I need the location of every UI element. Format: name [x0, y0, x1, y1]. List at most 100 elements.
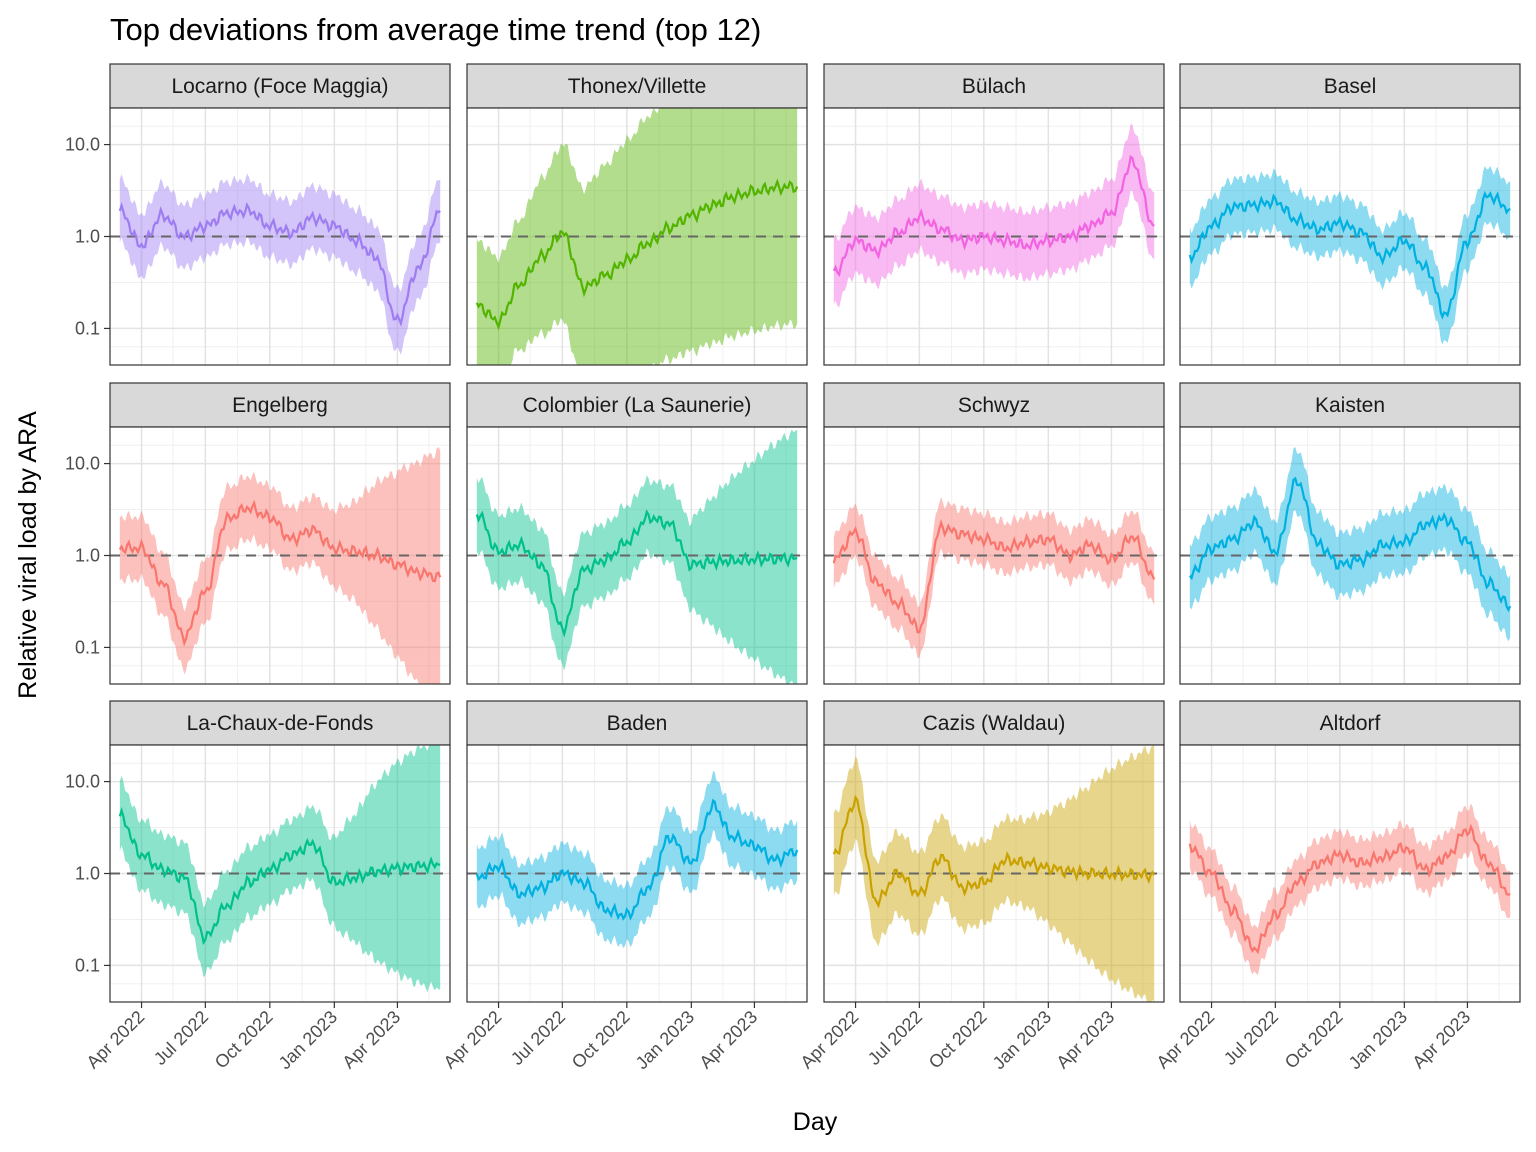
facet-strip-label: Altdorf: [1320, 712, 1381, 735]
facet-strip-label: Baden: [607, 712, 668, 735]
series-line: [832, 154, 1155, 277]
x-tick-label: Oct 2022: [925, 1007, 991, 1073]
facet-panel: Locarno (Foce Maggia): [109, 63, 451, 366]
x-tick-label: Oct 2022: [211, 1007, 277, 1073]
facet-strip: [109, 700, 451, 746]
panel-border: [466, 426, 808, 685]
facet-strip-label: Bülach: [962, 75, 1026, 98]
x-tick-label: Jul 2022: [864, 1007, 926, 1069]
facet-panel: Altdorf: [1179, 700, 1521, 1003]
facet-strip: [1179, 700, 1521, 746]
confidence-band: [1189, 803, 1511, 976]
confidence-band: [119, 446, 441, 684]
x-tick-label: Jan 2023: [275, 1007, 342, 1074]
series-line: [1188, 476, 1512, 613]
facet-strip-label: Thonex/Villette: [568, 75, 707, 98]
gridlines: [467, 427, 807, 684]
facet-strip: [109, 63, 451, 109]
facet-strip-label: Cazis (Waldau): [923, 712, 1066, 735]
facet-strip: [466, 63, 808, 109]
x-tick-label: Apr 2022: [440, 1007, 506, 1073]
gridlines: [824, 427, 1164, 684]
facet-panel: Kaisten: [1179, 382, 1521, 685]
series-line: [1188, 823, 1511, 955]
x-tick-label: Jul 2022: [1220, 1007, 1282, 1069]
series-line: [475, 509, 798, 638]
facet-strip-label: Schwyz: [958, 394, 1030, 417]
y-tick-label: 1.0: [75, 864, 100, 884]
facet-strip: [1179, 382, 1521, 428]
series-line: [118, 806, 441, 946]
panel-border: [466, 744, 808, 1003]
x-tick-label: Apr 2023: [1408, 1007, 1474, 1073]
x-tick-label: Apr 2022: [797, 1007, 863, 1073]
confidence-band: [119, 745, 441, 993]
y-tick-label: 0.1: [75, 637, 100, 657]
panel-border: [823, 426, 1165, 685]
y-tick-label: 10.0: [65, 135, 100, 155]
facet-strip: [466, 700, 808, 746]
x-tick-label: Oct 2022: [1281, 1007, 1347, 1073]
x-tick-label: Oct 2022: [568, 1007, 634, 1073]
confidence-band: [119, 173, 441, 355]
chart-title: Top deviations from average time trend (…: [110, 12, 761, 47]
facet-panel: Engelberg: [109, 382, 451, 685]
gridlines: [110, 745, 450, 1002]
panel-border: [1179, 426, 1521, 685]
y-tick-label: 10.0: [65, 772, 100, 792]
panel-border: [823, 107, 1165, 366]
x-tick-label: Jul 2022: [150, 1007, 212, 1069]
confidence-band: [1189, 165, 1511, 345]
x-tick-label: Apr 2023: [1052, 1007, 1118, 1073]
facet-panel: Thonex/Villette: [466, 63, 808, 366]
facet-strip-label: Colombier (La Saunerie): [523, 394, 752, 417]
facet-strip: [823, 63, 1165, 109]
x-tick-label: Jul 2022: [507, 1007, 569, 1069]
series-line: [832, 794, 1156, 909]
facet-panel: Baden: [466, 700, 808, 1003]
panel-border: [823, 744, 1165, 1003]
facet-panels: Locarno (Foce Maggia) Thonex/Villette Büla…: [109, 63, 1521, 1003]
x-tick-label: Apr 2022: [83, 1007, 149, 1073]
x-tick-label: Apr 2023: [338, 1007, 404, 1073]
facet-strip: [823, 382, 1165, 428]
y-tick-label: 1.0: [75, 227, 100, 247]
x-tick-label: Jan 2023: [1345, 1007, 1412, 1074]
facet-strip: [1179, 63, 1521, 109]
x-tick-label: Jan 2023: [989, 1007, 1056, 1074]
x-tick-label: Apr 2023: [695, 1007, 761, 1073]
facet-strip: [466, 382, 808, 428]
series-line: [832, 519, 1156, 634]
facet-strip-label: La-Chaux-de-Fonds: [187, 712, 374, 735]
facet-strip-label: Locarno (Foce Maggia): [171, 75, 388, 98]
y-tick-label: 1.0: [75, 546, 100, 566]
facet-strip-label: Engelberg: [232, 394, 328, 417]
series-line: [475, 178, 799, 331]
series-line: [118, 499, 442, 647]
facet-panel: Bülach: [823, 63, 1165, 366]
confidence-band: [1189, 447, 1511, 642]
panel-border: [1179, 744, 1521, 1003]
facet-strip-label: Kaisten: [1315, 394, 1385, 417]
y-tick-label: 0.1: [75, 318, 100, 338]
series-line: [1188, 190, 1511, 320]
y-tick-label: 10.0: [65, 454, 100, 474]
y-tick-label: 0.1: [75, 955, 100, 975]
panel-border: [1179, 107, 1521, 366]
x-axis-title: Day: [793, 1108, 838, 1136]
x-tick-label: Apr 2022: [1153, 1007, 1219, 1073]
facet-panel: Cazis (Waldau): [823, 700, 1165, 1003]
series-line: [118, 201, 441, 327]
confidence-band: [476, 770, 798, 949]
facet-strip: [823, 700, 1165, 746]
facet-panel: Basel: [1179, 63, 1521, 366]
panel-border: [466, 107, 808, 366]
series-line: [475, 798, 799, 921]
facet-strip: [109, 382, 451, 428]
confidence-band: [833, 123, 1155, 308]
y-axes: 0.1 1.0 10.0 0.1 1.0 10.0 0.1 1.0 10.0: [65, 135, 110, 975]
x-tick-label: Jan 2023: [632, 1007, 699, 1074]
facet-panel: La-Chaux-de-Fonds: [109, 700, 451, 1003]
